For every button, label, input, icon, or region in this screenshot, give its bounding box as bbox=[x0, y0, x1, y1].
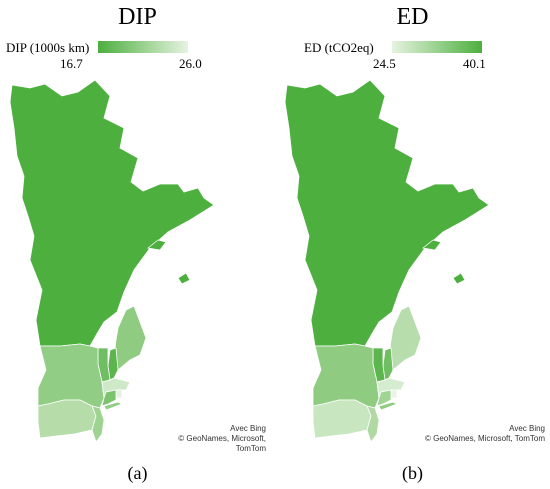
region-pennsylvania bbox=[312, 399, 372, 439]
island-gulf bbox=[422, 239, 442, 251]
panel-caption: (b) bbox=[402, 463, 423, 483]
region-maine bbox=[388, 305, 422, 371]
legend-gradient-bar bbox=[392, 41, 482, 53]
island-newfoundland-edge bbox=[452, 272, 466, 285]
credit-line-1: Avec Bing bbox=[230, 424, 266, 433]
legend-gradient-bar bbox=[98, 41, 188, 53]
legend-max-value: 26.0 bbox=[179, 56, 202, 71]
map-title: DIP bbox=[118, 4, 157, 30]
legend-min-value: 16.7 bbox=[60, 56, 83, 71]
region-pennsylvania bbox=[37, 399, 97, 439]
choropleth-map bbox=[9, 79, 215, 443]
panel-a: DIP DIP (1000s km) 16.7 26.0 Avec Bing ©… bbox=[6, 4, 266, 483]
credit-line-1: Avec Bing bbox=[509, 424, 545, 433]
region-quebec bbox=[284, 79, 490, 347]
island-gulf bbox=[147, 239, 167, 251]
region-new-york bbox=[37, 343, 105, 409]
panel-caption: (a) bbox=[127, 463, 148, 483]
credit-line-2: © GeoNames, Microsoft, TomTom bbox=[178, 434, 266, 453]
region-new-jersey bbox=[366, 405, 380, 443]
panel-b: ED ED (tCO2eq) 24.5 40.1 Avec Bing © Geo… bbox=[275, 0, 550, 489]
region-new-jersey bbox=[91, 405, 105, 443]
map-credit: Avec Bing © GeoNames, Microsoft, TomTom bbox=[150, 424, 266, 454]
legend-label: DIP (1000s km) bbox=[6, 40, 90, 55]
region-rhode-island bbox=[390, 389, 398, 399]
credit-line-2: © GeoNames, Microsoft, TomTom bbox=[425, 434, 545, 443]
long-island bbox=[378, 401, 398, 411]
legend-max-value: 40.1 bbox=[463, 56, 486, 71]
region-quebec bbox=[9, 79, 215, 347]
region-connecticut bbox=[101, 389, 117, 407]
region-connecticut bbox=[376, 389, 392, 407]
legend-label: ED (tCO2eq) bbox=[304, 40, 374, 55]
island-newfoundland-edge bbox=[177, 272, 191, 285]
region-rhode-island bbox=[115, 389, 123, 399]
map-title: ED bbox=[396, 4, 429, 30]
map-credit: Avec Bing © GeoNames, Microsoft, TomTom bbox=[425, 424, 545, 444]
choropleth-map bbox=[284, 79, 490, 443]
long-island bbox=[103, 401, 123, 411]
legend-min-value: 24.5 bbox=[373, 56, 396, 71]
region-new-york bbox=[312, 343, 380, 409]
region-maine bbox=[113, 305, 147, 371]
